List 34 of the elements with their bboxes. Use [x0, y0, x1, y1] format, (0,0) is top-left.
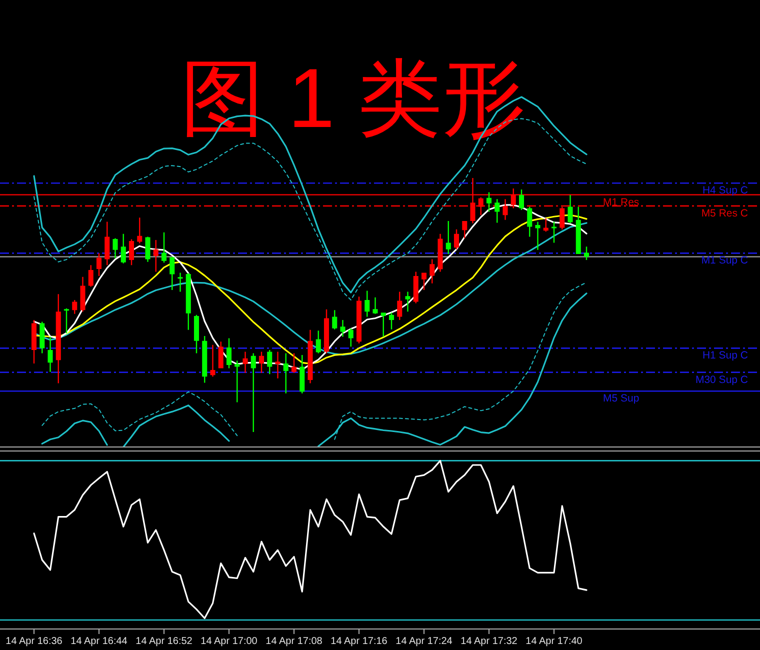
chart-title: 图 1 类形 — [180, 51, 526, 145]
candlestick — [80, 276, 86, 312]
candlestick — [145, 236, 150, 262]
candlestick — [112, 238, 118, 258]
ref-line-label: M5 Sup — [603, 392, 640, 405]
candlestick — [502, 199, 508, 220]
ref-line-label: M1 Sup C — [701, 254, 748, 267]
ref-line-label: H1 Sup C — [702, 350, 748, 362]
x-tick-label: 14 Apr 16:44 — [70, 636, 128, 647]
candlestick — [568, 195, 573, 224]
candlestick — [438, 234, 443, 272]
x-tick-label: 14 Apr 16:52 — [136, 636, 193, 647]
candlestick — [535, 222, 540, 250]
candlestick — [210, 344, 216, 377]
candlestick — [242, 352, 248, 373]
candlestick — [405, 292, 410, 312]
candlestick — [48, 336, 53, 372]
x-tick-label: 14 Apr 17:24 — [396, 636, 453, 647]
candlestick — [470, 178, 476, 224]
candlestick — [178, 272, 183, 292]
x-tick-label: 14 Apr 17:08 — [266, 636, 323, 647]
ref-line-label: M1 Res — [603, 196, 640, 208]
ref-line-label: M5 Res C — [701, 208, 748, 220]
x-tick-label: 14 Apr 17:32 — [460, 636, 518, 647]
candlestick — [308, 330, 313, 384]
candlestick — [340, 320, 346, 337]
candlestick — [275, 352, 280, 378]
x-tick-label: 14 Apr 17:00 — [200, 636, 258, 647]
x-tick-label: 14 Apr 16:36 — [6, 636, 63, 647]
candlestick — [372, 297, 378, 314]
x-tick-label: 14 Apr 17:40 — [526, 636, 583, 647]
ref-line-label: H4 Sup C — [702, 184, 748, 197]
x-tick-label: 14 Apr 17:16 — [330, 636, 388, 647]
ref-line-label: M30 Sup C — [695, 374, 748, 386]
